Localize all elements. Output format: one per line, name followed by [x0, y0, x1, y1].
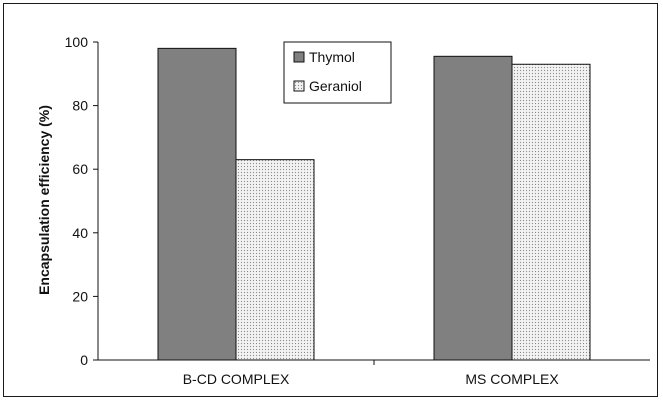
- bar-thymol-2: [433, 55, 513, 361]
- bar-geraniol-1: [235, 159, 315, 361]
- x-tick-label: MS COMPLEX: [465, 371, 559, 387]
- y-tick-label: 80: [72, 98, 88, 114]
- y-tick-label: 100: [65, 34, 89, 50]
- x-tick-label: B-CD COMPLEX: [183, 371, 290, 387]
- y-tick-label: 60: [72, 161, 88, 177]
- legend-swatch-thymol: [293, 51, 305, 63]
- bar-thymol-1: [157, 47, 237, 361]
- y-tick-label: 20: [72, 288, 88, 304]
- bar-geraniol-2: [511, 63, 591, 361]
- y-axis-ticks: 0 20 40 60 80 100: [65, 34, 98, 368]
- legend-label-thymol: Thymol: [309, 49, 355, 65]
- legend-label-geraniol: Geraniol: [309, 78, 362, 94]
- y-tick-label: 0: [80, 352, 88, 368]
- bars: [157, 47, 591, 361]
- legend-swatch-geraniol: [293, 80, 305, 92]
- x-axis-ticks: B-CD COMPLEX MS COMPLEX: [183, 360, 559, 387]
- y-tick-label: 40: [72, 225, 88, 241]
- legend: Thymol Geraniol: [283, 41, 392, 104]
- y-axis-title: Encapsulation efficiency (%): [36, 105, 52, 295]
